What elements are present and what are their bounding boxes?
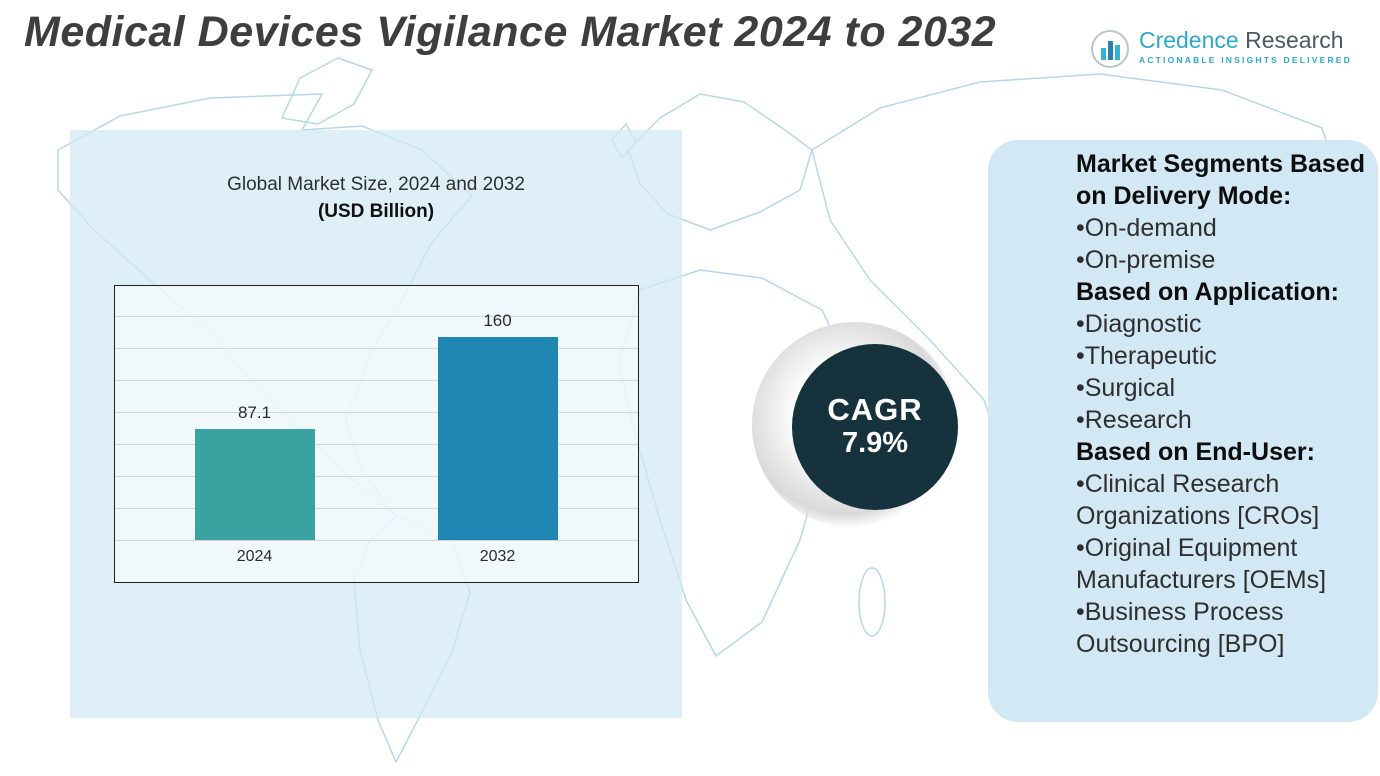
logo-brand-primary: Credence bbox=[1138, 27, 1239, 53]
bar-category-label: 2032 bbox=[479, 548, 516, 565]
segment-bullet: •Therapeutic bbox=[1076, 342, 1217, 370]
segment-bullet: •Surgical bbox=[1076, 374, 1176, 402]
segment-bullet: •Diagnostic bbox=[1076, 310, 1202, 338]
chart-gridline bbox=[114, 476, 638, 477]
brand-logo: Credence Research Actionable Insights De… bbox=[1089, 28, 1352, 70]
segment-header: Based on Application: bbox=[1076, 278, 1339, 306]
logo-tagline: Actionable Insights Delivered bbox=[1138, 55, 1352, 66]
chart-gridline bbox=[114, 348, 638, 349]
chart-gridline bbox=[114, 540, 638, 541]
chart-title: Global Market Size, 2024 and 2032 bbox=[227, 174, 525, 195]
segment-bullet: •On-premise bbox=[1076, 246, 1216, 274]
segment-header: Based on End-User: bbox=[1076, 438, 1315, 466]
chart-gridline bbox=[114, 380, 638, 381]
segment-bullet: •Clinical Research Organizations [CROs] bbox=[1076, 470, 1320, 530]
logo-text: Credence Research Actionable Insights De… bbox=[1139, 28, 1352, 65]
logo-brand-secondary: Research bbox=[1245, 27, 1344, 53]
chart-gridline bbox=[114, 508, 638, 509]
chart-gridline bbox=[114, 412, 638, 413]
segment-bullet: •Business Process Outsourcing [BPO] bbox=[1076, 598, 1285, 658]
segment-bullet: •On-demand bbox=[1076, 214, 1217, 242]
map-madagascar bbox=[858, 567, 886, 637]
bar-2032 bbox=[437, 337, 558, 540]
segment-header: Market Segments Based on Delivery Mode: bbox=[1076, 150, 1366, 210]
segment-bullet: •Research bbox=[1076, 406, 1192, 434]
market-size-panel: Global Market Size, 2024 and 2032 (USD B… bbox=[70, 130, 682, 718]
bar-category-label: 2024 bbox=[236, 548, 273, 565]
cagr-badge: CAGR 7.9% bbox=[792, 344, 958, 510]
bar-value-label: 160 bbox=[483, 311, 512, 330]
logo-brand-name: Credence Research bbox=[1139, 28, 1352, 52]
cagr-label: CAGR bbox=[827, 392, 923, 428]
chart-subtitle: (USD Billion) bbox=[317, 201, 435, 222]
segment-bullet: •Original Equipment Manufacturers [OEMs] bbox=[1076, 534, 1327, 594]
map-greenland bbox=[281, 57, 373, 125]
bar-value-label: 87.1 bbox=[237, 403, 272, 422]
segments-list: Market Segments Based on Delivery Mode: •… bbox=[1076, 148, 1366, 660]
chart-gridline bbox=[114, 444, 638, 445]
cagr-value: 7.9% bbox=[841, 427, 909, 460]
page-title: Medical Devices Vigilance Market 2024 to… bbox=[24, 8, 997, 56]
chart-gridline bbox=[114, 316, 638, 317]
logo-bars-icon bbox=[1090, 30, 1129, 68]
bar-2024 bbox=[194, 429, 315, 540]
market-segments-panel: Market Segments Based on Delivery Mode: •… bbox=[988, 140, 1378, 722]
chart-plot: 87.1 2024 160 2032 bbox=[113, 285, 639, 583]
